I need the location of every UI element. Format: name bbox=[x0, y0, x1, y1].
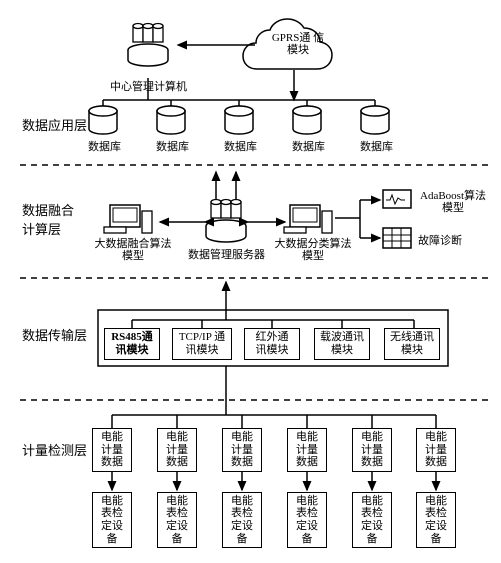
carrier-box: 载波通讯 模块 bbox=[314, 328, 370, 360]
test-device-5: 电能 表检 定设 备 bbox=[352, 492, 392, 548]
energy-data-4: 电能 计量 数据 bbox=[287, 428, 327, 472]
layer-measure: 计量检测层 bbox=[22, 440, 87, 459]
energy-data-2: 电能 计量 数据 bbox=[157, 428, 197, 472]
ir-box: 红外通 讯模块 bbox=[244, 328, 300, 360]
classify-model-icon bbox=[284, 205, 332, 233]
adaboost-icon bbox=[383, 190, 411, 208]
layer-transport: 数据传输层 bbox=[22, 325, 87, 344]
data-server-label: 数据管理服务器 bbox=[188, 246, 265, 262]
layer-app: 数据应用层 bbox=[22, 115, 87, 134]
db-label-5: 数据库 bbox=[360, 138, 393, 154]
db-label-3: 数据库 bbox=[224, 138, 257, 154]
data-server-icon bbox=[206, 200, 246, 243]
gprs-label: GPRS通 信模块 bbox=[268, 32, 328, 56]
db-row bbox=[89, 100, 389, 134]
rs485-box: RS485通 讯模块 bbox=[104, 328, 160, 360]
energy-data-1: 电能 计量 数据 bbox=[92, 428, 132, 472]
fault-icon bbox=[383, 228, 411, 248]
fault-label: 故障诊断 bbox=[418, 232, 462, 248]
test-device-4: 电能 表检 定设 备 bbox=[287, 492, 327, 548]
test-device-3: 电能 表检 定设 备 bbox=[222, 492, 262, 548]
db-label-4: 数据库 bbox=[292, 138, 325, 154]
layer-fusion: 数据融合 计算层 bbox=[22, 200, 74, 238]
fusion-model-label: 大数据融合算法 模型 bbox=[88, 238, 178, 262]
test-device-6: 电能 表检 定设 备 bbox=[416, 492, 456, 548]
classify-model-label: 大数据分类算法 模型 bbox=[268, 238, 358, 262]
db-label-2: 数据库 bbox=[156, 138, 189, 154]
fusion-model-icon bbox=[104, 205, 152, 233]
center-mgr-icon bbox=[128, 24, 168, 67]
wireless-box: 无线通讯 模块 bbox=[384, 328, 440, 360]
energy-data-5: 电能 计量 数据 bbox=[352, 428, 392, 472]
db-label-1: 数据库 bbox=[88, 138, 121, 154]
tcpip-box: TCP/IP 通 讯模块 bbox=[172, 328, 232, 360]
adaboost-label: AdaBoost算法 模型 bbox=[414, 190, 492, 214]
energy-data-6: 电能 计量 数据 bbox=[416, 428, 456, 472]
center-mgr-label: 中心管理计算机 bbox=[110, 78, 187, 94]
test-device-1: 电能 表检 定设 备 bbox=[92, 492, 132, 548]
energy-data-3: 电能 计量 数据 bbox=[222, 428, 262, 472]
test-device-2: 电能 表检 定设 备 bbox=[157, 492, 197, 548]
